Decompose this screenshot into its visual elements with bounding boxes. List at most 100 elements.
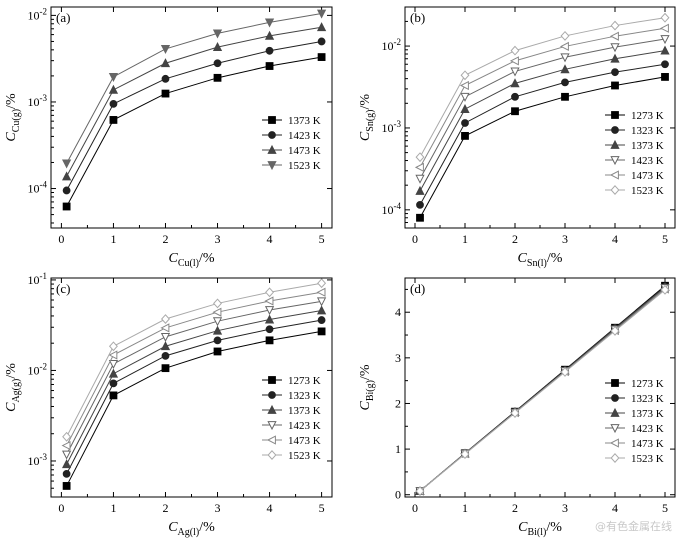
data-point <box>265 46 274 55</box>
data-point <box>61 159 72 169</box>
legend-label: 1323 K <box>288 390 321 402</box>
data-point <box>62 186 71 195</box>
data-point <box>108 84 119 94</box>
series-2 <box>62 37 326 195</box>
panel-label: (c) <box>56 281 70 296</box>
y-tick-label: 10-3 <box>28 452 48 468</box>
data-point <box>61 171 72 181</box>
data-point <box>61 440 71 451</box>
x-tick-label: 2 <box>512 501 518 515</box>
data-point <box>265 325 274 334</box>
data-point <box>610 20 620 31</box>
y-tick-label: 10-3 <box>382 119 402 135</box>
data-point <box>264 314 275 324</box>
data-point <box>459 80 469 91</box>
legend-label: 1273 K <box>631 378 664 390</box>
series-1 <box>62 53 326 211</box>
legend-label: 1523 K <box>288 160 321 172</box>
legend-label: 1473 K <box>631 438 664 450</box>
series-line <box>66 26 322 177</box>
legend-marker <box>611 379 619 387</box>
data-point <box>61 450 72 460</box>
y-tick-label: 10-1 <box>28 271 48 287</box>
legend-label: 1373 K <box>631 408 664 420</box>
series-line <box>419 38 666 179</box>
x-tick-label: 3 <box>562 501 568 515</box>
data-point <box>660 12 670 23</box>
chart-panel-1: 0 1 2 3 4 5 10-4 10-3 10-2 1373 K 1423 K 1473 K 1523… <box>4 6 333 269</box>
x-axis-label: CAg(l)/% <box>168 520 215 538</box>
series-3 <box>61 305 327 469</box>
data-point <box>660 284 670 295</box>
x-tick-label: 1 <box>110 501 116 515</box>
chart-panel-3: 0 1 2 3 4 5 10-3 10-2 10-1 1273 K 1323 K 1373 K 1423… <box>4 271 333 538</box>
data-point <box>461 131 469 140</box>
x-tick-label: 4 <box>267 501 273 515</box>
data-point <box>316 287 326 297</box>
data-point <box>510 408 520 418</box>
x-tick-label: 4 <box>612 232 618 246</box>
panel-label: (b) <box>410 10 425 25</box>
legend-marker <box>267 161 277 171</box>
x-tick-label: 0 <box>58 232 64 246</box>
legend-marker <box>267 450 277 460</box>
x-tick-label: 1 <box>462 501 468 515</box>
series-4 <box>61 297 327 460</box>
data-point <box>109 116 118 124</box>
y-tick-label: 10-2 <box>382 37 402 53</box>
chart-panel-2: 0 1 2 3 4 5 10-4 10-3 10-2 1273 K 1323 K 1373 K 1423… <box>358 6 676 269</box>
legend-label: 1273 K <box>288 375 321 387</box>
x-tick-label: 5 <box>662 232 668 246</box>
legend-label: 1373 K <box>288 115 321 127</box>
x-tick-label: 2 <box>512 232 518 246</box>
series-3 <box>61 22 327 181</box>
series-6 <box>62 278 327 442</box>
legend-label: 1473 K <box>288 145 321 157</box>
legend: 1273 K 1323 K 1373 K 1423 K 1473 K 1523 K <box>262 375 321 462</box>
x-tick-label: 1 <box>462 232 468 246</box>
series-line <box>66 330 322 487</box>
data-point <box>510 45 520 56</box>
data-point <box>160 332 171 342</box>
legend-marker <box>268 376 276 384</box>
data-point <box>62 482 71 490</box>
data-point <box>317 37 326 46</box>
data-point <box>316 22 327 32</box>
x-tick-label: 1 <box>110 232 116 246</box>
legend-label: 1473 K <box>288 435 321 447</box>
data-point <box>108 350 118 360</box>
y-axis-label: CCu(g)/% <box>4 93 22 142</box>
data-point <box>109 391 118 400</box>
data-point <box>661 73 669 81</box>
legend-label: 1273 K <box>631 110 664 122</box>
data-point <box>559 41 569 52</box>
data-point <box>109 99 118 108</box>
data-point <box>316 305 327 315</box>
data-point <box>460 103 470 113</box>
data-point <box>316 297 327 307</box>
legend-label: 1373 K <box>631 140 664 152</box>
legend-marker <box>268 131 276 139</box>
series-line <box>66 309 322 465</box>
data-point <box>212 42 223 52</box>
data-point <box>265 287 275 298</box>
data-point <box>265 62 274 70</box>
data-point <box>460 70 470 81</box>
data-point <box>161 74 170 83</box>
data-point <box>511 107 519 116</box>
series-2 <box>416 60 669 209</box>
series-line <box>419 17 666 158</box>
x-tick-label: 0 <box>412 232 418 246</box>
data-point <box>161 89 170 98</box>
x-tick-label: 5 <box>319 232 325 246</box>
data-point <box>609 31 619 41</box>
data-point <box>660 45 670 55</box>
legend-marker <box>611 394 619 402</box>
x-tick-label: 3 <box>215 501 221 515</box>
data-point <box>108 72 119 82</box>
series-4 <box>415 35 670 184</box>
series-line <box>66 300 322 455</box>
series-line <box>419 289 666 492</box>
series-6 <box>415 12 670 163</box>
legend-marker <box>610 453 620 463</box>
